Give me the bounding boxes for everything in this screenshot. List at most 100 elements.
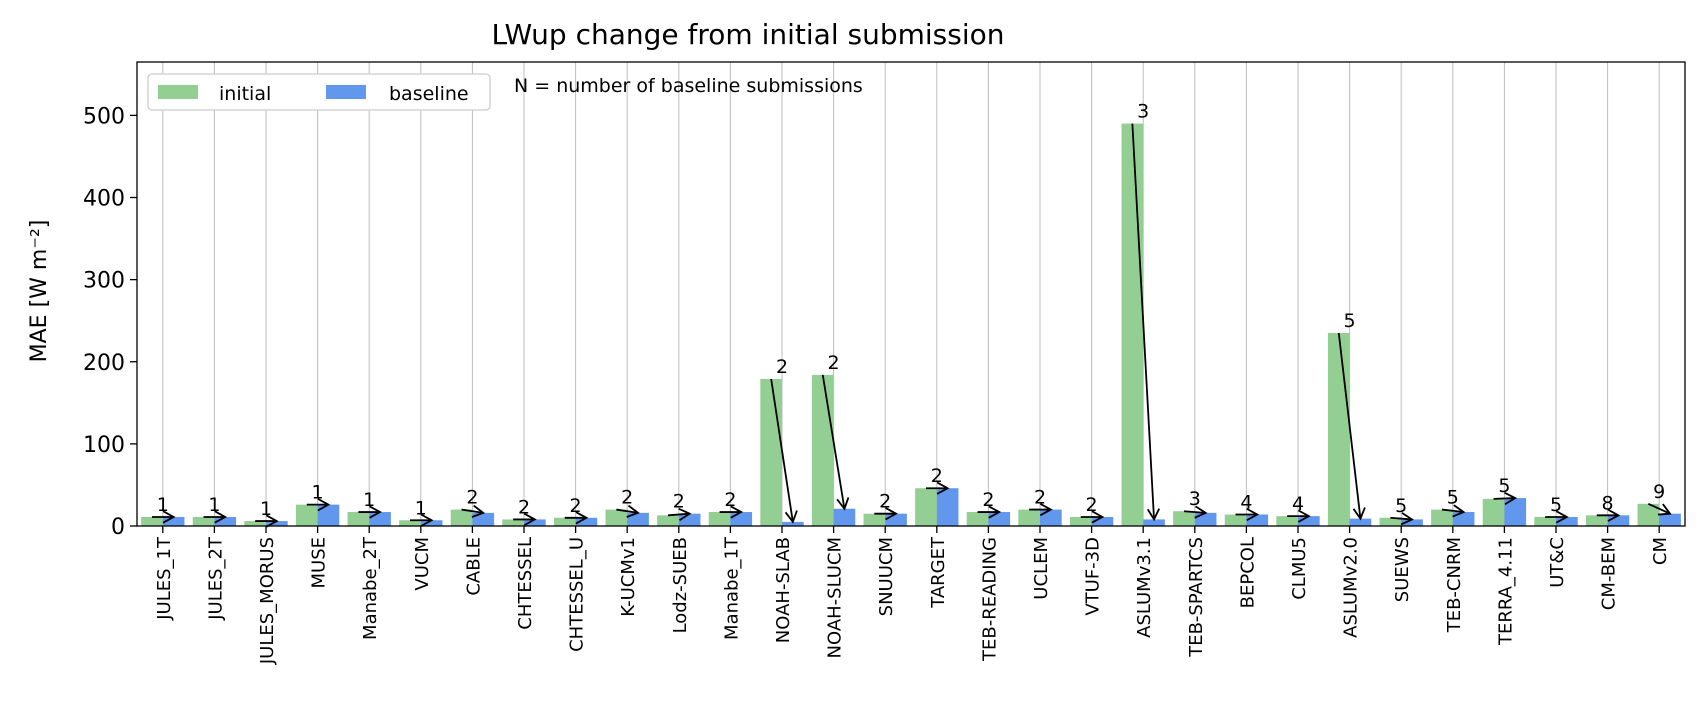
gridlines: [162, 62, 1660, 526]
x-tick-label: MUSE: [309, 537, 330, 589]
arrow-head: [626, 504, 640, 518]
n-label: 8: [1602, 492, 1614, 514]
bar-initial: [1534, 516, 1556, 526]
n-label: 2: [466, 487, 478, 509]
bar-baseline: [266, 521, 288, 526]
n-label: 5: [1498, 475, 1510, 497]
x-tick-label: Lodz-SUEB: [670, 537, 691, 633]
n-labels: 1 1 1 1 1 1 2 2 2 2 2 2 2 2 2 2 2 2 2 3 3 4 4 5 5 5 5 5 8 9: [157, 101, 1665, 520]
x-tick-label: ASLUMv2.0: [1341, 537, 1362, 638]
bar-baseline: [1659, 513, 1681, 526]
arrow-head: [1297, 509, 1311, 523]
bar-baseline: [1091, 516, 1114, 526]
bar-baseline: [1349, 518, 1372, 526]
bar-initial: [1482, 498, 1505, 526]
y-tick-label: 400: [83, 187, 125, 212]
legend-swatch-baseline: [326, 85, 366, 99]
bar-baseline: [1194, 512, 1217, 526]
x-tick-label: CM: [1650, 537, 1671, 565]
change-arrow: [616, 504, 640, 518]
legend-label-initial: initial: [219, 83, 271, 105]
bar-initial: [811, 374, 834, 526]
arrow-shaft: [667, 512, 690, 517]
bar-initial: [553, 517, 576, 526]
bar-baseline: [214, 516, 237, 526]
y-tick-label: 0: [111, 515, 125, 540]
change-arrow: [1131, 123, 1161, 522]
change-arrow: [1441, 504, 1466, 518]
arrow-shaft: [1390, 516, 1413, 521]
bar-initial: [141, 516, 163, 526]
change-arrow: [1493, 491, 1518, 505]
bar-initial: [915, 488, 937, 526]
bar-initial: [1121, 123, 1144, 526]
x-tick-label: JULES_MORUS: [257, 537, 278, 665]
n-label: 2: [518, 496, 530, 518]
bar-initial: [450, 509, 473, 526]
bar-baseline: [524, 519, 546, 526]
x-tick-label: BEPCOL: [1237, 537, 1258, 608]
arrow-head: [265, 514, 279, 528]
arrow-head: [988, 505, 1002, 519]
legend-label-baseline: baseline: [389, 83, 469, 105]
n-label: 2: [931, 465, 943, 487]
n-label: 1: [363, 489, 375, 511]
bar-initial: [863, 513, 886, 526]
x-tick-label: JULES_1T: [154, 536, 175, 621]
arrow-head: [1352, 507, 1366, 521]
n-label: 2: [982, 489, 994, 511]
change-arrow: [151, 510, 176, 524]
n-label: 1: [312, 482, 324, 504]
change-arrow: [821, 374, 850, 511]
legend: initial baseline: [147, 73, 491, 111]
arrow-head: [1400, 512, 1414, 526]
arrow-head: [936, 481, 950, 495]
arrow-head: [471, 504, 486, 518]
bar-baseline: [627, 512, 649, 526]
chart-title: LWup change from initial submission: [491, 18, 1004, 51]
n-label: 4: [1240, 492, 1252, 514]
arrow-shaft: [770, 378, 794, 523]
change-arrow: [255, 514, 279, 528]
n-label: 2: [724, 489, 736, 511]
arrow-head: [678, 507, 692, 521]
y-tick-label: 100: [83, 433, 125, 458]
n-label: 1: [208, 494, 220, 516]
legend-box: [147, 73, 491, 111]
bar-initial: [1069, 516, 1092, 526]
bar-initial: [708, 512, 731, 526]
x-tick-label: UT&C: [1547, 537, 1568, 588]
bar-baseline: [1452, 512, 1475, 526]
n-label: 1: [415, 497, 427, 519]
x-tick-label: SUEWS: [1392, 537, 1413, 602]
bar-baseline: [1556, 516, 1578, 526]
change-arrow: [1029, 503, 1053, 517]
arrow-head: [1246, 507, 1260, 522]
bar-baseline: [936, 488, 959, 526]
plot-frame: [136, 61, 1686, 527]
bar-baseline: [317, 504, 340, 526]
n-label: 5: [1447, 487, 1459, 509]
x-tick-label: TEB-READING: [979, 537, 1000, 662]
x-tick-label: CLMU5: [1289, 537, 1310, 600]
arrow-head: [1555, 510, 1569, 524]
arrow-head: [836, 497, 850, 511]
x-tick-label: CM-BEM: [1599, 537, 1620, 610]
n-label: 1: [157, 494, 169, 516]
bar-initial: [1379, 517, 1402, 526]
n-label: 5: [1395, 495, 1407, 517]
change-arrow: [1183, 505, 1208, 519]
change-arrow: [1080, 510, 1105, 524]
x-tick-label: NOAH-SLUCM: [825, 537, 846, 659]
y-axis: 0 100 200 300 400 500: [83, 104, 137, 540]
bar-baseline: [575, 517, 598, 526]
bar-baseline: [1040, 509, 1062, 526]
change-arrow: [1235, 507, 1260, 522]
arrow-shaft: [616, 508, 639, 514]
x-tick-label: Manabe_1T: [721, 536, 742, 640]
arrow-head: [1194, 505, 1208, 519]
bar-initial: [244, 521, 266, 526]
arrow-head: [162, 510, 176, 524]
n-label: 2: [828, 352, 840, 374]
